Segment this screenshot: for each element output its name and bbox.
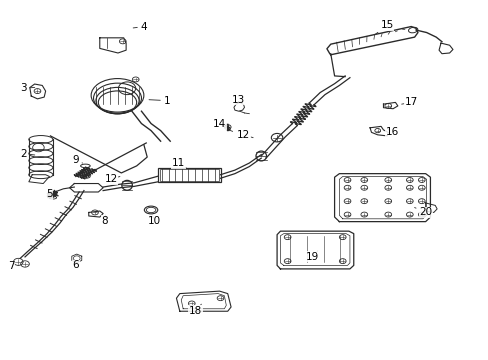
Text: 6: 6 bbox=[72, 260, 79, 270]
Text: 2: 2 bbox=[20, 149, 35, 158]
Text: 19: 19 bbox=[305, 251, 319, 262]
Text: 3: 3 bbox=[20, 83, 35, 93]
Text: 17: 17 bbox=[401, 98, 417, 107]
Text: 4: 4 bbox=[133, 22, 147, 32]
Text: 10: 10 bbox=[147, 216, 161, 226]
Text: 15: 15 bbox=[374, 21, 393, 35]
Text: 9: 9 bbox=[72, 154, 82, 165]
Bar bbox=[160, 170, 219, 181]
Text: 7: 7 bbox=[8, 261, 18, 271]
Text: 12: 12 bbox=[104, 174, 120, 184]
Text: 13: 13 bbox=[232, 95, 245, 104]
Text: 1: 1 bbox=[149, 96, 170, 105]
Text: 20: 20 bbox=[414, 207, 431, 217]
Text: 11: 11 bbox=[171, 158, 185, 168]
Text: 5: 5 bbox=[46, 189, 59, 199]
Text: 8: 8 bbox=[101, 215, 108, 226]
Text: 18: 18 bbox=[188, 304, 202, 315]
Text: 12: 12 bbox=[236, 130, 253, 140]
Bar bbox=[158, 168, 220, 182]
Text: 14: 14 bbox=[212, 119, 226, 129]
Text: 16: 16 bbox=[385, 127, 398, 138]
